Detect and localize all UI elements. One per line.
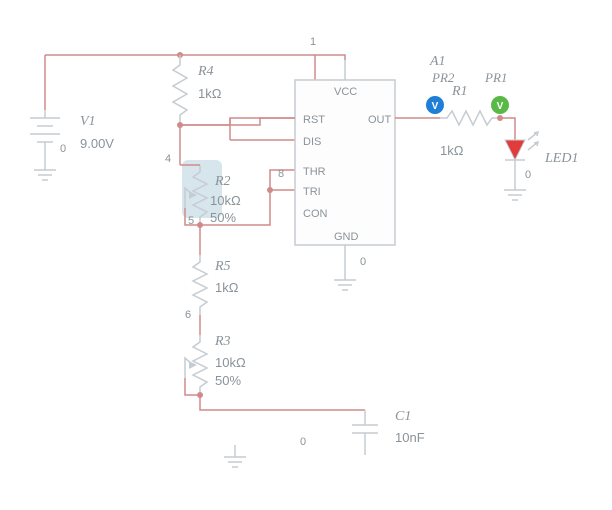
r4-value: 1kΩ — [198, 86, 222, 101]
r3-label: R3 — [214, 334, 231, 349]
c1-label: C1 — [395, 409, 411, 424]
led-node-0: 0 — [525, 169, 531, 181]
probe-badge-pr2[interactable]: V — [426, 96, 444, 114]
resistor-r4[interactable] — [173, 55, 187, 125]
r5-label: R5 — [214, 259, 231, 274]
r4-label: R4 — [197, 64, 214, 79]
resistor-r1[interactable] — [440, 111, 500, 125]
node-6: 6 — [185, 309, 191, 321]
led1-label: LED1 — [544, 151, 578, 166]
node-4: 4 — [165, 153, 171, 165]
junction — [497, 115, 503, 121]
v1-label: V1 — [80, 114, 96, 129]
ic-pin-out: OUT — [368, 114, 392, 126]
ic-pin-dis: DIS — [303, 136, 321, 148]
junction — [267, 187, 273, 193]
r2-wiper: 50% — [210, 210, 236, 225]
a1-label: A1 — [429, 54, 446, 69]
circuit-schematic: 0 V1 9.00V R4 1kΩ 4 R2 10kΩ 50% 5 8 — [0, 0, 612, 510]
ground-icon — [334, 270, 356, 290]
led-led1[interactable] — [505, 132, 538, 178]
ic-pin-tri: TRI — [303, 186, 321, 198]
capacitor-c1[interactable] — [352, 410, 378, 450]
ic-pin-gnd: GND — [334, 231, 359, 243]
r1-value: 1kΩ — [440, 143, 464, 158]
pr2-label: PR2 — [431, 70, 455, 85]
node-8: 8 — [278, 168, 284, 180]
c1-value: 10nF — [395, 430, 425, 445]
wire — [500, 118, 515, 140]
pr1-label: PR1 — [484, 70, 507, 85]
svg-text:V: V — [497, 101, 504, 112]
r3-value: 10kΩ — [215, 355, 246, 370]
wire — [315, 55, 345, 60]
ground-icon — [224, 445, 246, 467]
r2-value: 10kΩ — [210, 193, 241, 208]
ic-pin-thr: THR — [303, 166, 326, 178]
r3-wiper: 50% — [215, 373, 241, 388]
r5-value: 1kΩ — [215, 280, 239, 295]
ground-icon — [504, 182, 526, 200]
ground-icon — [34, 160, 56, 180]
probe-badge-pr1[interactable]: V — [491, 96, 509, 114]
voltage-source-v1[interactable]: 0 — [30, 110, 66, 160]
node-0b: 0 — [300, 436, 306, 448]
resistor-r5[interactable] — [193, 255, 207, 315]
r2-label: R2 — [214, 174, 231, 189]
node-1: 1 — [310, 36, 316, 48]
wire — [180, 118, 295, 125]
wire — [185, 378, 200, 395]
r1-label: R1 — [451, 84, 468, 99]
v1-value: 9.00V — [80, 136, 114, 151]
wire — [200, 395, 365, 410]
ic-pin-con: CON — [303, 208, 328, 220]
ic-555[interactable]: VCC RST DIS THR TRI CON OUT GND — [295, 60, 395, 265]
ic-pin-vcc: VCC — [334, 86, 357, 98]
potentiometer-r3[interactable] — [185, 335, 207, 395]
ic-pin-rst: RST — [303, 114, 325, 126]
wire — [180, 118, 295, 125]
v1-neg-node: 0 — [60, 143, 66, 155]
node-0c: 0 — [360, 256, 366, 268]
svg-text:V: V — [432, 101, 439, 112]
